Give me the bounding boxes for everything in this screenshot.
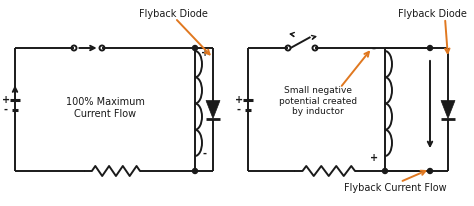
Text: Flyback Current Flow: Flyback Current Flow xyxy=(344,183,447,193)
Circle shape xyxy=(428,169,432,173)
Text: +: + xyxy=(201,48,209,58)
Text: -: - xyxy=(372,44,376,54)
Circle shape xyxy=(192,46,198,50)
Text: +: + xyxy=(370,153,378,163)
Text: -: - xyxy=(4,104,8,115)
Polygon shape xyxy=(441,101,455,118)
Text: +: + xyxy=(2,95,10,104)
Circle shape xyxy=(383,169,388,173)
Circle shape xyxy=(192,169,198,173)
Text: 100% Maximum
Current Flow: 100% Maximum Current Flow xyxy=(65,97,145,119)
Text: +: + xyxy=(235,95,243,104)
Text: -: - xyxy=(203,149,207,159)
Text: Flyback Diode: Flyback Diode xyxy=(398,9,466,19)
Text: Flyback Diode: Flyback Diode xyxy=(138,9,208,19)
Text: -: - xyxy=(237,104,241,115)
Text: Small negative
potential created
by inductor: Small negative potential created by indu… xyxy=(279,86,357,116)
Polygon shape xyxy=(206,101,220,118)
Circle shape xyxy=(428,46,432,50)
